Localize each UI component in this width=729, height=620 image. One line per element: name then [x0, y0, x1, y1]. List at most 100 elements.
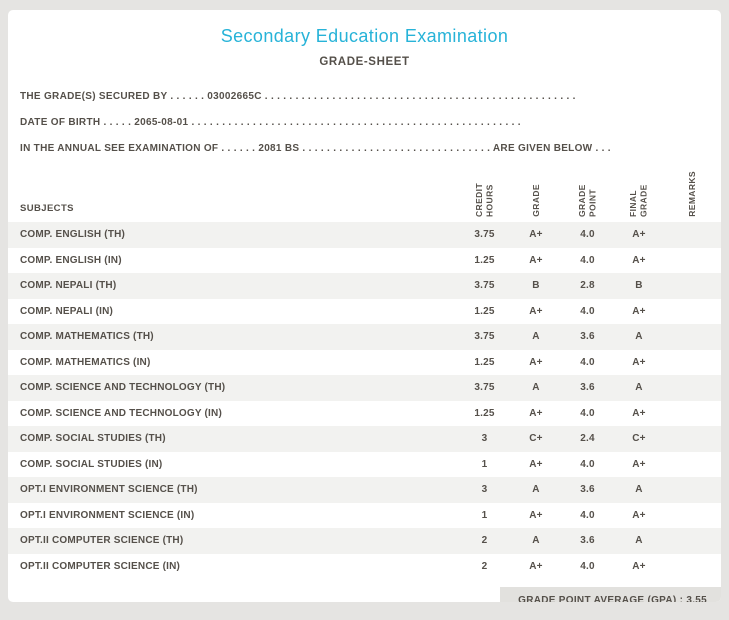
table-row: COMP. NEPALI (IN) 1.25 A+ 4.0 A+	[8, 299, 721, 325]
grade-point-cell: 4.0	[580, 356, 595, 368]
credit-hours-cell: 2	[481, 535, 488, 547]
final-grade-header: FINAL GRADE	[628, 184, 649, 217]
credit-hours-cell: 1.25	[474, 305, 495, 317]
final-grade-cell: A+	[632, 407, 646, 419]
grade-cell: A	[532, 382, 540, 394]
final-grade-cell: A+	[632, 254, 646, 266]
table-row: OPT.II COMPUTER SCIENCE (TH) 2 A 3.6 A	[8, 528, 721, 554]
grade-cell: C+	[529, 433, 543, 445]
final-grade-cell: A	[635, 535, 643, 547]
final-grade-cell: A+	[632, 305, 646, 317]
remarks-header: REMARKS	[686, 171, 697, 217]
final-grade-cell: A	[635, 382, 643, 394]
grade-table-header: SUBJECTS CREDIT HOURS GRADE GRADE POINT …	[8, 166, 721, 222]
grade-point-cell: 4.0	[580, 458, 595, 470]
subject-cell: COMP. MATHEMATICS (IN)	[20, 356, 151, 368]
credit-hours-cell: 3.75	[474, 229, 495, 241]
grade-cell: A+	[529, 407, 543, 419]
subject-cell: COMP. ENGLISH (IN)	[20, 254, 122, 266]
final-grade-cell: A+	[632, 560, 646, 572]
credit-hours-cell: 1.25	[474, 407, 495, 419]
table-row: OPT.I ENVIRONMENT SCIENCE (IN) 1 A+ 4.0 …	[8, 503, 721, 529]
grade-cell: A	[532, 331, 540, 343]
table-row: COMP. SCIENCE AND TECHNOLOGY (IN) 1.25 A…	[8, 401, 721, 427]
final-grade-cell: A	[635, 484, 643, 496]
credit-hours-cell: 1.25	[474, 254, 495, 266]
candidate-info: THE GRADE(S) SECURED BY . . . . . . 0300…	[20, 84, 707, 162]
grade-point-cell: 3.6	[580, 484, 595, 496]
grade-point-cell: 2.4	[580, 433, 595, 445]
grade-cell: A+	[529, 509, 543, 521]
grade-sheet-panel: Secondary Education Examination GRADE-SH…	[8, 10, 721, 602]
table-row: COMP. MATHEMATICS (TH) 3.75 A 3.6 A	[8, 324, 721, 350]
final-grade-cell: A+	[632, 356, 646, 368]
final-grade-cell: A+	[632, 509, 646, 521]
credit-hours-cell: 3	[481, 433, 488, 445]
grade-cell: A+	[529, 254, 543, 266]
table-row: COMP. SCIENCE AND TECHNOLOGY (TH) 3.75 A…	[8, 375, 721, 401]
table-row: COMP. NEPALI (TH) 3.75 B 2.8 B	[8, 273, 721, 299]
gpa-value: GRADE POINT AVERAGE (GPA) : 3.55	[500, 587, 721, 602]
grade-table-body: COMP. ENGLISH (TH) 3.75 A+ 4.0 A+ COMP. …	[8, 222, 721, 579]
grade-cell: A	[532, 484, 540, 496]
page-title: Secondary Education Examination	[220, 26, 509, 46]
subject-cell: COMP. SOCIAL STUDIES (IN)	[20, 458, 163, 470]
final-grade-cell: A+	[632, 229, 646, 241]
table-row: OPT.II COMPUTER SCIENCE (IN) 2 A+ 4.0 A+	[8, 554, 721, 580]
grade-point-cell: 4.0	[580, 229, 595, 241]
grade-header: GRADE	[530, 184, 541, 217]
grade-point-cell: 3.6	[580, 382, 595, 394]
grade-cell: B	[532, 280, 540, 292]
subject-cell: COMP. SCIENCE AND TECHNOLOGY (TH)	[20, 382, 226, 394]
table-row: COMP. MATHEMATICS (IN) 1.25 A+ 4.0 A+	[8, 350, 721, 376]
credit-hours-cell: 3.75	[474, 331, 495, 343]
table-row: COMP. ENGLISH (IN) 1.25 A+ 4.0 A+	[8, 248, 721, 274]
grade-point-cell: 3.6	[580, 535, 595, 547]
date-of-birth-line: DATE OF BIRTH . . . . . 2065-08-01 . . .…	[20, 117, 521, 128]
subjects-header: SUBJECTS	[20, 203, 74, 214]
grade-cell: A+	[529, 560, 543, 572]
examination-line: IN THE ANNUAL SEE EXAMINATION OF . . . .…	[20, 143, 611, 154]
grade-cell: A+	[529, 356, 543, 368]
subject-cell: OPT.II COMPUTER SCIENCE (IN)	[20, 560, 181, 572]
grade-cell: A	[532, 535, 540, 547]
grade-point-cell: 3.6	[580, 331, 595, 343]
subject-cell: COMP. NEPALI (IN)	[20, 305, 114, 317]
grade-cell: A+	[529, 229, 543, 241]
table-row: COMP. SOCIAL STUDIES (IN) 1 A+ 4.0 A+	[8, 452, 721, 478]
footer-bar: GRADE POINT AVERAGE (GPA) : 3.55	[8, 587, 721, 602]
subject-cell: COMP. MATHEMATICS (TH)	[20, 331, 154, 343]
subject-cell: COMP. SOCIAL STUDIES (TH)	[20, 433, 166, 445]
subject-cell: OPT.I ENVIRONMENT SCIENCE (IN)	[20, 509, 195, 521]
credit-hours-header: CREDIT HOURS	[473, 182, 495, 217]
grade-point-cell: 4.0	[580, 509, 595, 521]
grade-cell: A+	[529, 305, 543, 317]
grade-point-cell: 4.0	[580, 254, 595, 266]
subject-cell: OPT.I ENVIRONMENT SCIENCE (TH)	[20, 484, 198, 496]
page-subtitle: GRADE-SHEET	[319, 56, 410, 68]
credit-hours-cell: 3	[481, 484, 488, 496]
grade-point-header: GRADE POINT	[576, 184, 598, 217]
credit-hours-cell: 1	[481, 509, 488, 521]
table-row: COMP. SOCIAL STUDIES (TH) 3 C+ 2.4 C+	[8, 426, 721, 452]
final-grade-cell: A	[635, 331, 643, 343]
credit-hours-cell: 1	[481, 458, 488, 470]
subject-cell: OPT.II COMPUTER SCIENCE (TH)	[20, 535, 184, 547]
table-row: COMP. ENGLISH (TH) 3.75 A+ 4.0 A+	[8, 222, 721, 248]
subject-cell: COMP. NEPALI (TH)	[20, 280, 117, 292]
final-grade-cell: A+	[632, 458, 646, 470]
credit-hours-cell: 3.75	[474, 280, 495, 292]
grade-point-cell: 4.0	[580, 305, 595, 317]
final-grade-cell: B	[635, 280, 643, 292]
grade-point-cell: 2.8	[580, 280, 595, 292]
credit-hours-cell: 1.25	[474, 356, 495, 368]
grade-point-cell: 4.0	[580, 560, 595, 572]
credit-hours-cell: 2	[481, 560, 488, 572]
grade-point-cell: 4.0	[580, 407, 595, 419]
final-grade-cell: C+	[632, 433, 646, 445]
secured-by-line: THE GRADE(S) SECURED BY . . . . . . 0300…	[20, 91, 576, 102]
grade-cell: A+	[529, 458, 543, 470]
credit-hours-cell: 3.75	[474, 382, 495, 394]
subject-cell: COMP. SCIENCE AND TECHNOLOGY (IN)	[20, 407, 222, 419]
subject-cell: COMP. ENGLISH (TH)	[20, 229, 126, 241]
